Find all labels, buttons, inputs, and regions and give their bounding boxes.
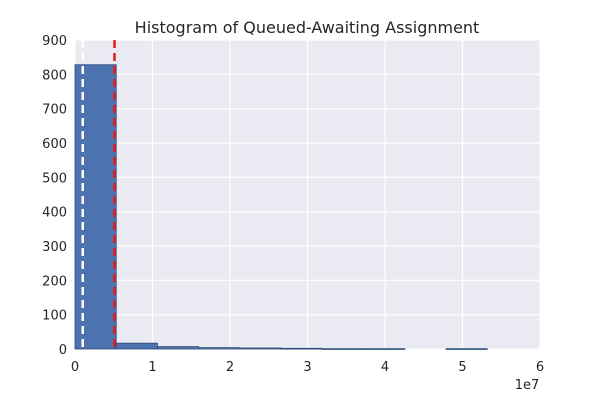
y-tick-label: 100 (42, 309, 67, 324)
histogram-bar (239, 347, 282, 350)
y-tick-label: 300 (42, 240, 67, 255)
chart-title: Histogram of Queued-Awaiting Assignment (135, 18, 480, 37)
x-tick-label: 2 (226, 360, 234, 375)
y-tick-label: 900 (42, 34, 67, 49)
x-tick-label: 0 (71, 360, 79, 375)
y-tick-label: 200 (42, 274, 67, 289)
histogram-bar (321, 348, 365, 350)
histogram-bar (198, 347, 241, 350)
tick-labels: 0 1 2 3 4 5 6 0 100 200 300 400 500 600 700 800 900 (42, 34, 544, 375)
x-tick-label: 1 (148, 360, 156, 375)
histogram-bar (74, 64, 117, 350)
histogram-bar (115, 342, 158, 350)
x-tick-label: 6 (536, 360, 544, 375)
y-tick-label: 500 (42, 171, 67, 186)
x-tick-label: 4 (381, 360, 389, 375)
x-offset-label: 1e7 (515, 378, 540, 393)
y-tick-label: 400 (42, 206, 67, 221)
histogram-bar (280, 347, 323, 350)
histogram-bar (363, 348, 406, 350)
y-tick-label: 600 (42, 137, 67, 152)
y-tick-label: 700 (42, 103, 67, 118)
histogram-bar (157, 346, 200, 350)
y-tick-label: 0 (59, 343, 67, 358)
y-tick-label: 800 (42, 68, 67, 83)
x-tick-label: 3 (303, 360, 311, 375)
x-tick-label: 5 (458, 360, 466, 375)
histogram-bar (445, 348, 488, 350)
